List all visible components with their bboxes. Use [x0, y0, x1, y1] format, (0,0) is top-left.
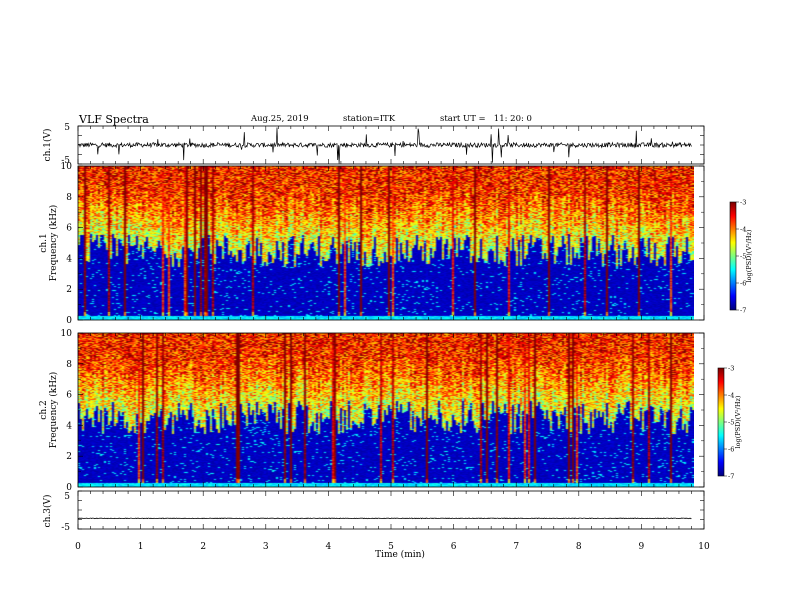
colorbar-tick-label: -5: [728, 419, 734, 427]
time-tick-label: 7: [513, 542, 519, 552]
ch2-colorbar-label: log(PSD)(V²/Hz): [734, 395, 742, 448]
ch2-spectrogram-panel: 0 2 4 6 8 10 ch.2 Frequency (kHz): [39, 329, 705, 493]
header-station: station=ITK: [343, 114, 396, 124]
ch1-waveform-panel: 5 -5 ch.1(V): [42, 123, 705, 166]
ch1-spectrogram-panel: 0 2 4 6 8 10 ch.1 Frequency (kHz): [39, 162, 705, 326]
colorbar-tick-label: -6: [740, 280, 746, 288]
colorbar-tick-label: -3: [740, 199, 746, 207]
colorbar-tick-label: -7: [740, 307, 746, 315]
ch1-spectrogram-image: [78, 166, 694, 320]
ch3-ylabel: ch.3(V): [42, 495, 53, 528]
ch2-spectrogram-ticks: [77, 332, 705, 488]
frequency-tick-label: 10: [61, 329, 73, 339]
colorbar-tick-label: -4: [728, 392, 734, 400]
figure-title: VLF Spectra: [79, 113, 149, 126]
colorbar-tick-label: -3: [728, 365, 734, 373]
colorbar-tick-label: -7: [728, 473, 734, 481]
time-tick-label: 8: [576, 542, 582, 552]
ch2-spectrogram-channel-label: ch.2: [39, 400, 49, 419]
time-tick-label: 3: [263, 542, 269, 552]
frequency-tick-label: 4: [66, 421, 72, 431]
frequency-tick-label: 2: [66, 285, 72, 295]
frequency-tick-label: 2: [66, 452, 72, 462]
ch2-colorbar-image: [718, 368, 724, 476]
ch2-spectrogram-image: [78, 333, 694, 487]
ch1-ticks: [77, 125, 705, 165]
time-tick-label: 0: [75, 542, 81, 552]
ch3-ytick-bottom: -5: [61, 523, 70, 533]
ch1-ytick-top: 5: [64, 123, 70, 133]
time-tick-label: 5: [388, 542, 394, 552]
ch1-colorbar: -3 -4 -5 -6 -7 log(PSD)(V²/Hz): [729, 199, 753, 315]
time-tick-label: 9: [639, 542, 645, 552]
frequency-tick-label: 8: [66, 193, 72, 203]
frequency-tick-label: 0: [66, 483, 72, 493]
colorbar-tick-label: -4: [740, 226, 746, 234]
ch1-spectrogram-channel-label: ch.1: [39, 233, 49, 252]
ch1-spectrogram-ytick-labels: 0 2 4 6 8 10: [61, 162, 73, 326]
time-tick-label: 1: [138, 542, 144, 552]
colorbar-tick-label: -6: [728, 446, 734, 454]
ch3-trace: [77, 517, 692, 520]
header-start-time: start UT = 11: 20: 0: [440, 114, 532, 124]
time-tick-label: 6: [451, 542, 457, 552]
ch1-colorbar-ticks: -3 -4 -5 -6 -7: [736, 199, 746, 315]
time-axis-tick-labels: 0 1 2 3 4 5 6 7 8 9 10: [75, 542, 710, 552]
ch3-ytick-top: 5: [64, 492, 70, 502]
frequency-tick-label: 6: [66, 391, 72, 401]
ch1-colorbar-image: [730, 202, 736, 310]
ch2-spectrogram-ytick-labels: 0 2 4 6 8 10: [61, 329, 73, 493]
ch1-spectrogram-ylabel: Frequency (kHz): [48, 205, 59, 282]
header-date: Aug.25, 2019: [251, 114, 309, 124]
frequency-tick-label: 8: [66, 360, 72, 370]
ch3-waveform-panel: 5 -5 ch.3(V): [42, 490, 705, 533]
ch2-colorbar: -3 -4 -5 -6 -7 log(PSD)(V²/Hz): [717, 365, 742, 481]
time-tick-label: 10: [698, 542, 710, 552]
ch1-ylabel: ch.1(V): [42, 129, 53, 162]
time-tick-label: 4: [326, 542, 332, 552]
time-tick-label: 2: [200, 542, 206, 552]
ch2-colorbar-ticks: -3 -4 -5 -6 -7: [724, 365, 734, 481]
ch1-colorbar-label: log(PSD)(V²/Hz): [745, 229, 753, 282]
frequency-tick-label: 4: [66, 254, 72, 264]
colorbar-tick-label: -5: [740, 253, 746, 261]
ch2-spectrogram-ylabel: Frequency (kHz): [48, 372, 59, 449]
ch3-ticks: [77, 490, 705, 530]
ch1-spectrogram-ticks: [77, 165, 705, 321]
frequency-tick-label: 6: [66, 224, 72, 234]
frequency-tick-label: 10: [61, 162, 73, 172]
time-axis-label: Time (min): [375, 549, 425, 560]
frequency-tick-label: 0: [66, 316, 72, 326]
ch1-trace: [77, 127, 692, 164]
ch1-ytick-bottom: -5: [61, 156, 70, 166]
